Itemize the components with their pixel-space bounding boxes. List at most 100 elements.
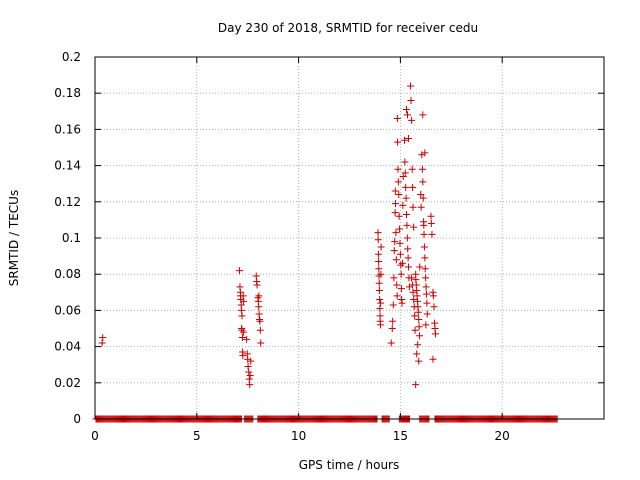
data-point-marker	[388, 325, 396, 332]
data-point-marker	[392, 200, 400, 208]
data-point-marker	[422, 321, 430, 329]
data-point-marker	[402, 194, 410, 202]
data-point-marker	[238, 334, 246, 342]
data-point-marker	[257, 339, 265, 347]
data-point-marker	[395, 191, 403, 199]
y-tick-label: 0.04	[54, 340, 81, 354]
data-point-marker	[377, 243, 385, 251]
data-point-marker	[377, 270, 385, 278]
data-point-marker	[409, 288, 417, 296]
data-point-marker	[404, 111, 412, 119]
x-tick-label: 20	[495, 429, 510, 443]
data-point-marker	[417, 191, 425, 199]
data-point-marker	[376, 296, 384, 304]
data-point-marker	[376, 305, 384, 313]
data-point-marker	[397, 270, 405, 278]
x-tick-label: 15	[393, 429, 408, 443]
data-point-marker	[407, 96, 415, 104]
data-point-marker	[256, 317, 264, 325]
data-point-marker	[407, 82, 415, 90]
data-point-marker	[417, 203, 425, 211]
data-points-layer	[98, 82, 439, 389]
data-point-marker	[403, 234, 411, 242]
data-point-marker	[396, 239, 404, 247]
x-axis-label: GPS time / hours	[299, 458, 400, 472]
y-tick-label: 0.18	[54, 86, 81, 100]
data-point-marker	[422, 290, 430, 298]
data-point-marker	[412, 381, 420, 389]
data-point-marker	[98, 339, 106, 347]
data-point-marker	[390, 247, 398, 255]
data-point-marker	[408, 274, 416, 282]
data-point-marker	[375, 272, 383, 280]
data-point-marker	[429, 355, 437, 363]
data-point-marker	[395, 212, 403, 220]
data-point-marker	[375, 286, 383, 294]
data-point-marker	[246, 372, 254, 380]
data-point-marker	[393, 281, 401, 289]
data-point-marker	[405, 134, 413, 142]
data-point-marker	[397, 285, 405, 293]
data-point-marker	[398, 299, 406, 307]
data-point-marker	[238, 326, 246, 334]
data-point-marker	[403, 221, 411, 229]
data-point-marker	[394, 165, 402, 173]
data-point-marker	[253, 281, 261, 289]
data-point-marker	[240, 328, 248, 336]
data-point-marker	[401, 158, 409, 166]
data-point-marker	[244, 363, 252, 371]
y-tick-label: 0.2	[62, 50, 81, 64]
data-point-marker	[403, 105, 411, 113]
data-point-marker	[422, 283, 430, 291]
data-point-marker	[422, 274, 430, 282]
data-point-marker	[400, 136, 408, 144]
data-point-marker	[375, 279, 383, 287]
data-point-marker	[396, 250, 404, 258]
y-axis-label: SRMTID / TECUs	[7, 190, 21, 286]
x-tick-label: 10	[291, 429, 306, 443]
data-point-marker	[418, 165, 426, 173]
data-point-marker	[239, 352, 247, 360]
data-point-marker	[394, 178, 402, 186]
data-point-marker	[415, 357, 423, 365]
data-point-marker	[419, 194, 427, 202]
data-point-marker	[391, 209, 399, 217]
data-point-marker	[255, 292, 263, 300]
data-point-marker	[431, 330, 439, 338]
data-point-marker	[391, 238, 399, 246]
y-tick-label: 0.14	[54, 159, 81, 173]
data-point-marker	[404, 254, 412, 262]
data-point-marker	[389, 317, 397, 325]
data-point-marker	[99, 334, 107, 342]
y-tick-label: 0.16	[54, 122, 81, 136]
data-point-marker	[414, 308, 422, 316]
data-point-marker	[377, 299, 385, 307]
data-point-marker	[413, 350, 421, 358]
y-tick-label: 0.12	[54, 195, 81, 209]
data-point-marker	[392, 256, 400, 264]
data-point-marker	[399, 201, 407, 209]
data-point-marker	[429, 292, 437, 300]
data-point-marker	[428, 230, 436, 238]
data-point-marker	[410, 296, 418, 304]
data-point-marker	[397, 261, 405, 269]
data-point-marker	[399, 172, 407, 180]
data-point-marker	[414, 341, 422, 349]
data-point-marker	[389, 301, 397, 309]
data-point-marker	[421, 254, 429, 262]
data-point-marker	[374, 236, 382, 244]
data-point-marker	[410, 223, 418, 231]
data-point-marker	[236, 267, 244, 275]
data-point-marker	[408, 165, 416, 173]
data-point-marker	[408, 116, 416, 124]
data-point-marker	[240, 297, 248, 305]
data-point-marker	[404, 245, 412, 253]
data-point-marker	[411, 326, 419, 334]
grid-layer	[95, 57, 604, 419]
y-tick-label: 0.1	[62, 231, 81, 245]
chart-title: Day 230 of 2018, SRMTID for receiver ced…	[218, 21, 478, 35]
axis-ticks-layer: 0 5 10 15 20 0 0.02 0.04 0.06 0.08 0.1 0.12 0.14 0.16…	[54, 50, 604, 443]
data-point-marker	[421, 265, 429, 273]
data-point-marker	[402, 183, 410, 191]
